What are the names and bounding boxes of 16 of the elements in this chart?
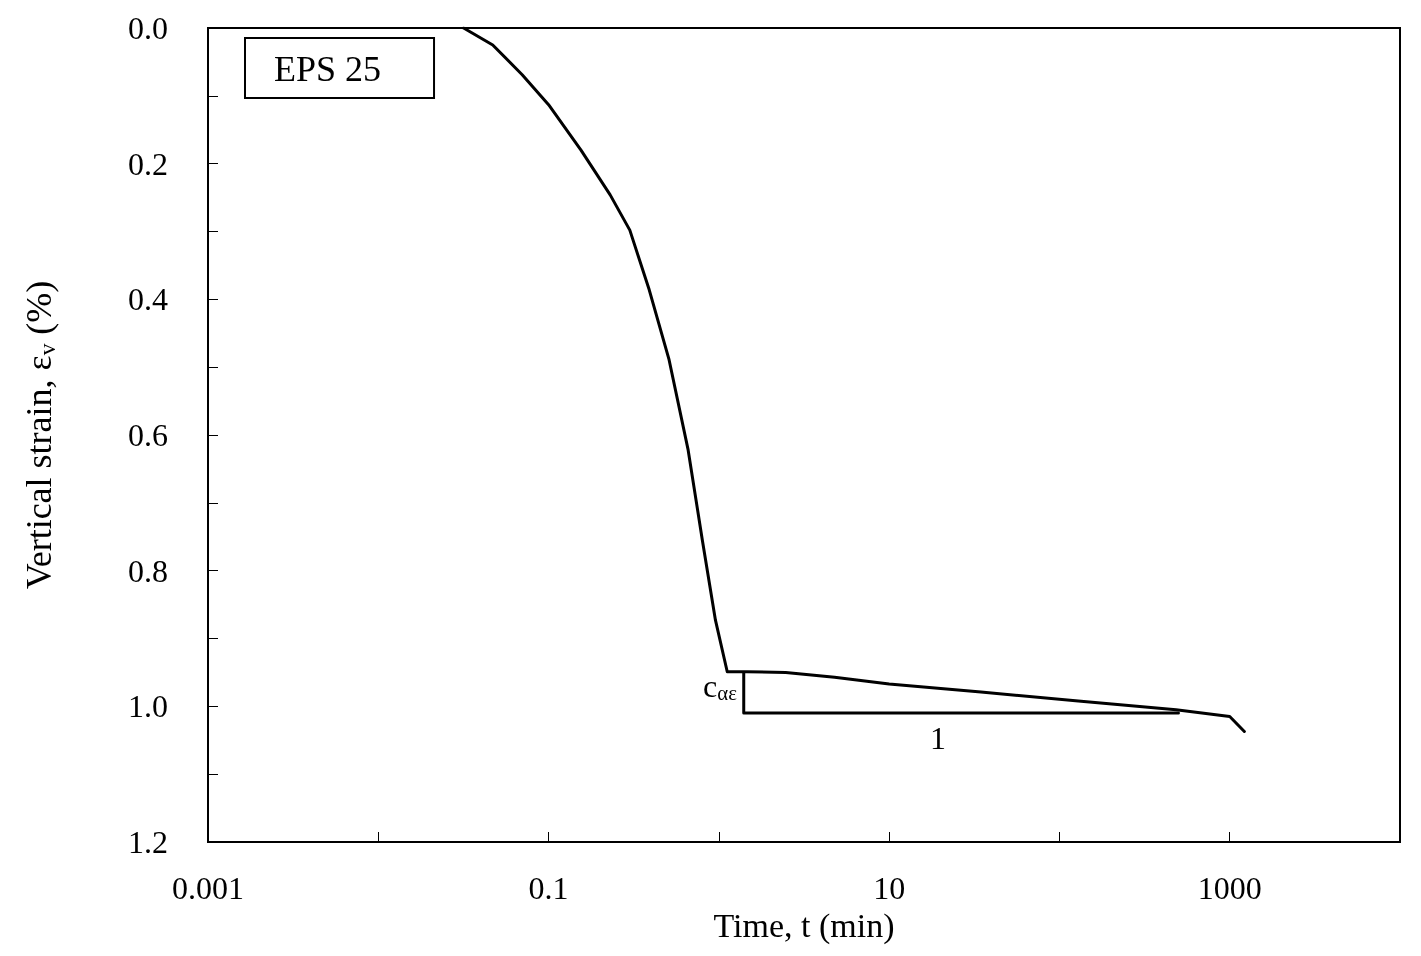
y-tick-label: 0.6 <box>128 417 168 453</box>
y-tick-label: 0.8 <box>128 552 168 589</box>
y-axis-title: Vertical strain, εv (%) <box>19 280 60 590</box>
x-tick-label: 0.1 <box>528 870 569 906</box>
y-tick-label: 1.0 <box>128 688 168 725</box>
x-axis-title: Time, t (min) <box>713 907 895 946</box>
annotation: cαε <box>703 668 738 704</box>
y-tick-label: 0.4 <box>128 281 168 318</box>
x-tick-label: 10 <box>873 870 906 906</box>
annotation: 1 <box>930 720 946 756</box>
x-tick-label: 1000 <box>1197 870 1262 906</box>
annotation: EPS 25 <box>274 49 382 89</box>
y-tick-label: 0.2 <box>128 145 168 182</box>
y-tick-label: 1.2 <box>128 824 168 860</box>
x-tick-label: 0.001 <box>172 870 244 906</box>
y-tick-label: 0.0 <box>128 10 168 46</box>
